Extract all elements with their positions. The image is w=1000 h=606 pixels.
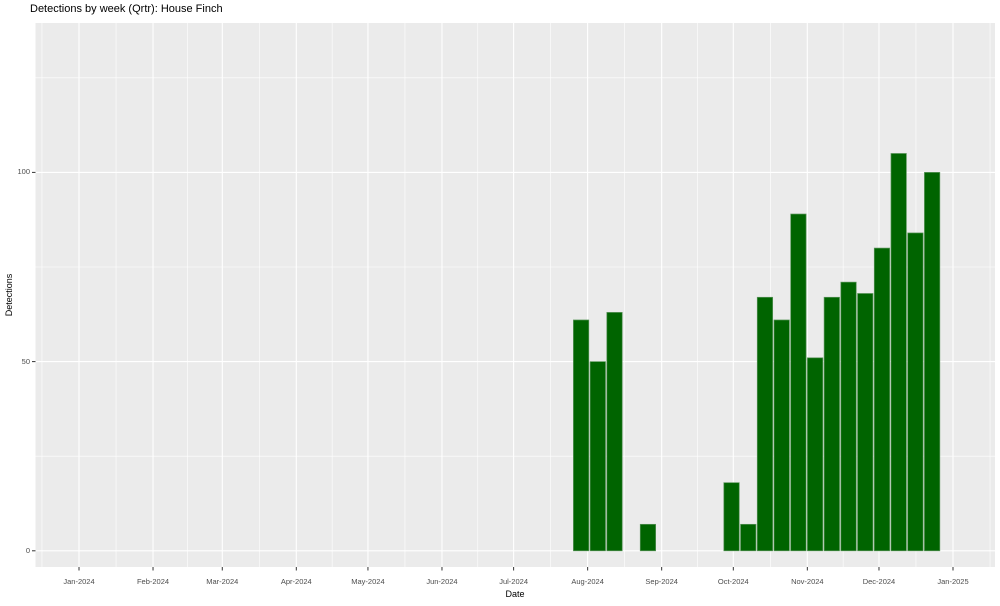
bar bbox=[907, 232, 924, 552]
bar bbox=[756, 296, 774, 552]
x-tick-label: May-2024 bbox=[351, 577, 385, 586]
chart-title: Detections by week (Qrtr): House Finch bbox=[30, 3, 223, 15]
y-tick-label: 0 bbox=[25, 545, 30, 555]
bar bbox=[740, 523, 757, 552]
x-tick-label: Feb-2024 bbox=[136, 577, 170, 586]
bar bbox=[807, 357, 824, 552]
x-tick-label: Nov-2024 bbox=[791, 577, 824, 586]
bar bbox=[873, 247, 891, 552]
x-tick-label: Mar-2024 bbox=[206, 577, 239, 586]
x-tick-label: Apr-2024 bbox=[280, 577, 312, 586]
bar bbox=[857, 293, 874, 552]
y-tick-label: 100 bbox=[17, 167, 30, 177]
x-tick-label: Jun-2024 bbox=[426, 577, 458, 586]
x-axis-title: Date bbox=[505, 589, 525, 599]
x-tick-label: Dec-2024 bbox=[862, 577, 896, 586]
y-axis-title: Detections bbox=[4, 273, 14, 317]
bar bbox=[639, 523, 657, 552]
x-tick-label: Aug-2024 bbox=[571, 577, 604, 586]
bar bbox=[890, 153, 907, 552]
x-tick-label: Jan-2024 bbox=[63, 577, 95, 586]
x-tick-label: Jan-2025 bbox=[937, 577, 969, 586]
bar bbox=[606, 312, 623, 552]
bar bbox=[924, 172, 941, 552]
x-tick-label: Oct-2024 bbox=[717, 577, 749, 586]
x-tick-label: Sep-2024 bbox=[645, 577, 678, 586]
bar bbox=[790, 213, 807, 552]
bar bbox=[823, 296, 840, 552]
bar bbox=[773, 319, 790, 552]
x-tick-label: Jul-2024 bbox=[499, 577, 528, 586]
bar bbox=[589, 361, 606, 552]
bar bbox=[723, 482, 740, 552]
y-tick-label: 50 bbox=[21, 356, 30, 366]
bar bbox=[840, 281, 857, 552]
bar bbox=[573, 319, 590, 552]
